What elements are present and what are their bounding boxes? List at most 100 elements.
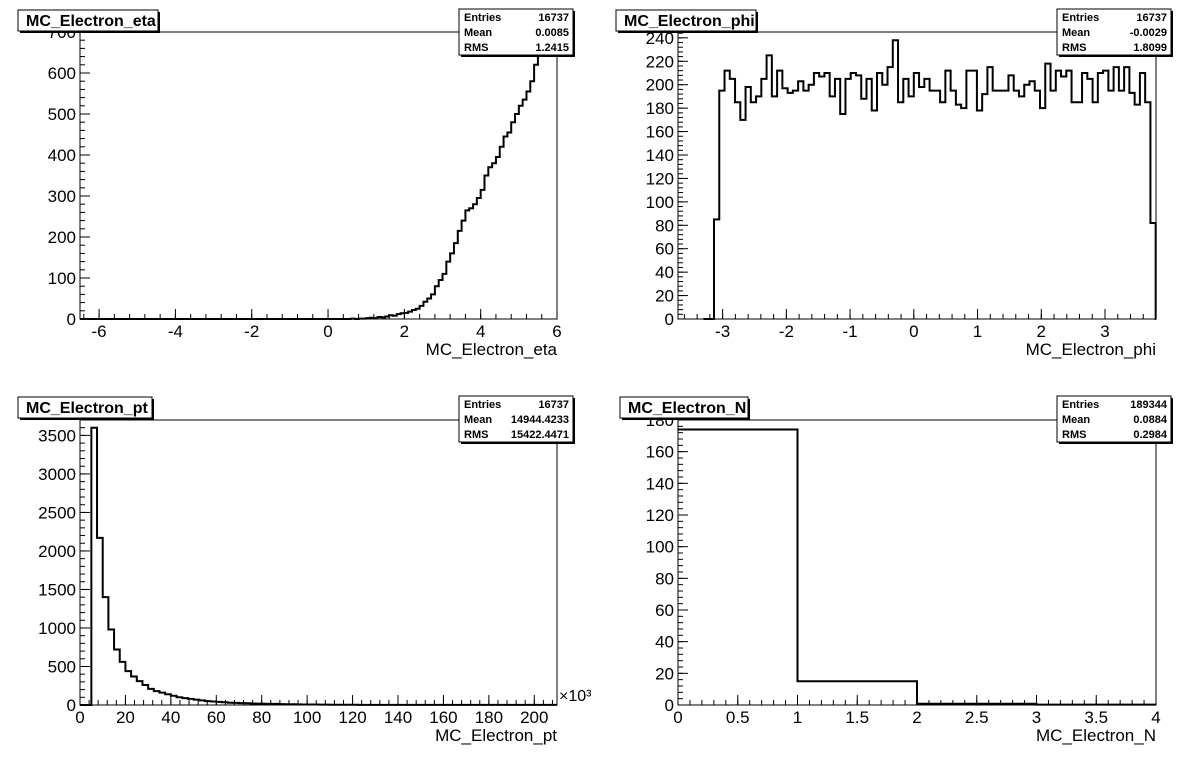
histogram-bin [924, 79, 929, 319]
x-tick-label: 6 [552, 322, 561, 341]
x-tick-label: 100 [293, 708, 321, 727]
histogram-bin [211, 702, 217, 705]
stats-box [458, 8, 574, 56]
chart-title: MC_Electron_eta [26, 13, 156, 30]
histogram-bin [301, 704, 307, 705]
histogram-bin [273, 704, 279, 705]
x-tick-label: 40 [161, 708, 180, 727]
x-tick-label: 0 [323, 322, 332, 341]
histogram-bin [998, 91, 1003, 319]
histogram-bin [542, 40, 546, 319]
stats-value: 14944.4233 [511, 414, 569, 426]
histogram-line [703, 39, 1157, 320]
stats-value: 16737 [538, 12, 569, 24]
histogram-bin [97, 538, 103, 705]
histogram-bin [1024, 85, 1029, 319]
x-tick-label: 180 [475, 708, 503, 727]
histogram-bin [1066, 71, 1071, 319]
y-tick-label: 500 [48, 657, 76, 676]
y-tick-label: 40 [655, 633, 674, 652]
histogram-bin [228, 703, 234, 705]
histogram-bin [205, 701, 211, 705]
y-tick-label: 120 [646, 506, 674, 525]
y-tick-label: 400 [48, 146, 76, 165]
histogram-bin [914, 73, 919, 319]
histogram-bin [216, 702, 222, 705]
histogram-bin [1087, 79, 1092, 319]
histogram-bin [824, 73, 829, 319]
y-tick-label: 2000 [38, 542, 76, 561]
histogram-bin [861, 99, 866, 319]
histogram-bin [751, 102, 756, 319]
y-tick-label: 600 [48, 64, 76, 83]
x-tick-label: 2 [912, 708, 921, 727]
histogram-bin [803, 91, 808, 319]
histogram-bin [840, 114, 845, 319]
histogram-bin [819, 77, 824, 319]
histogram-bin [496, 157, 500, 319]
y-tick-label: 300 [48, 187, 76, 206]
histogram-bin [473, 204, 477, 319]
histogram-bin [977, 110, 982, 319]
x-tick-label: 80 [252, 708, 271, 727]
histogram-bin [120, 662, 126, 705]
y-tick-label: 100 [646, 538, 674, 557]
x-tick-label: 3 [1032, 708, 1041, 727]
x-tick-label: 160 [429, 708, 457, 727]
stats-value: 16737 [1136, 12, 1167, 24]
histogram-bin [993, 91, 998, 319]
histogram-bin [534, 65, 538, 319]
histogram-bin [951, 91, 956, 319]
histogram-bin [416, 309, 420, 319]
stats-label: RMS [464, 42, 488, 54]
y-tick-label: 120 [646, 169, 674, 188]
histogram-bin [160, 693, 166, 705]
y-tick-label: 1000 [38, 619, 76, 638]
histogram-bin [222, 702, 228, 705]
histogram-bin [1150, 223, 1155, 319]
histogram-bin [1040, 108, 1045, 319]
y-tick-label: 200 [646, 76, 674, 95]
y-tick-label: 0 [665, 696, 674, 715]
y-tick-label: 200 [48, 228, 76, 247]
y-tick-label: 180 [646, 99, 674, 118]
histogram-bin [830, 96, 835, 319]
histogram-bin [930, 91, 935, 319]
histogram-bin [458, 231, 462, 319]
histogram-bin [1061, 77, 1066, 319]
title-box [17, 396, 153, 419]
y-tick-label: 0 [67, 310, 76, 329]
histogram-bin [1008, 75, 1013, 319]
histogram-bin [877, 73, 882, 319]
histogram-bin [523, 100, 527, 319]
x-tick-label: 4 [476, 322, 485, 341]
histogram-bin [851, 73, 856, 319]
stats-value: 189344 [1130, 399, 1168, 411]
x-axis-exponent: ×10³ [559, 688, 592, 705]
histogram-bin [412, 310, 416, 319]
x-axis-title: MC_Electron_eta [426, 340, 558, 359]
histogram-bin [1108, 91, 1113, 319]
stats-label: Mean [464, 27, 492, 39]
histogram-bin [782, 88, 787, 319]
histogram-bin [730, 79, 735, 319]
y-tick-label: 100 [48, 269, 76, 288]
histogram-bin [408, 312, 412, 319]
histogram-bin [882, 85, 887, 319]
histogram-bin [553, 36, 557, 319]
histogram-bin [935, 91, 940, 319]
histogram-line [80, 31, 557, 320]
histogram-bin [945, 71, 950, 319]
stats-value: 0.0085 [535, 27, 569, 39]
x-tick-label: 0 [909, 322, 918, 341]
histogram-bin [137, 681, 143, 705]
histogram-bin [872, 110, 877, 319]
histogram-bin [903, 79, 908, 319]
histogram-bin [856, 75, 861, 319]
x-tick-label: -2 [779, 322, 794, 341]
histogram-bin [835, 79, 840, 319]
histogram-bin [504, 137, 508, 319]
histogram-bin [725, 71, 730, 319]
histogram-bin [443, 274, 447, 319]
